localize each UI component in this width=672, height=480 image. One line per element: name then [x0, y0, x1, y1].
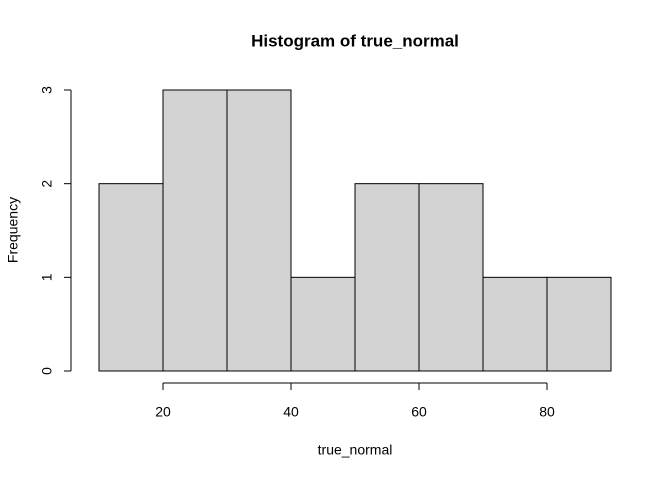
bar [290, 276, 356, 372]
bar [162, 89, 228, 372]
y-axis-label: Frequency [5, 197, 21, 263]
y-tick-label: 2 [39, 180, 55, 188]
bar [354, 183, 420, 372]
bar [98, 183, 164, 372]
x-tick-label: 80 [539, 404, 555, 420]
x-axis-label: true_normal [318, 442, 393, 458]
bar [418, 183, 484, 372]
y-tick-label: 0 [39, 367, 55, 375]
y-tick-label: 1 [39, 273, 55, 281]
chart-title: Histogram of true_normal [251, 31, 459, 50]
y-tick-label: 3 [39, 86, 55, 94]
bar [226, 89, 292, 372]
bar [546, 276, 612, 372]
x-tick-label: 60 [411, 404, 427, 420]
x-tick-label: 40 [283, 404, 299, 420]
bar [482, 276, 548, 372]
x-tick-label: 20 [155, 404, 171, 420]
